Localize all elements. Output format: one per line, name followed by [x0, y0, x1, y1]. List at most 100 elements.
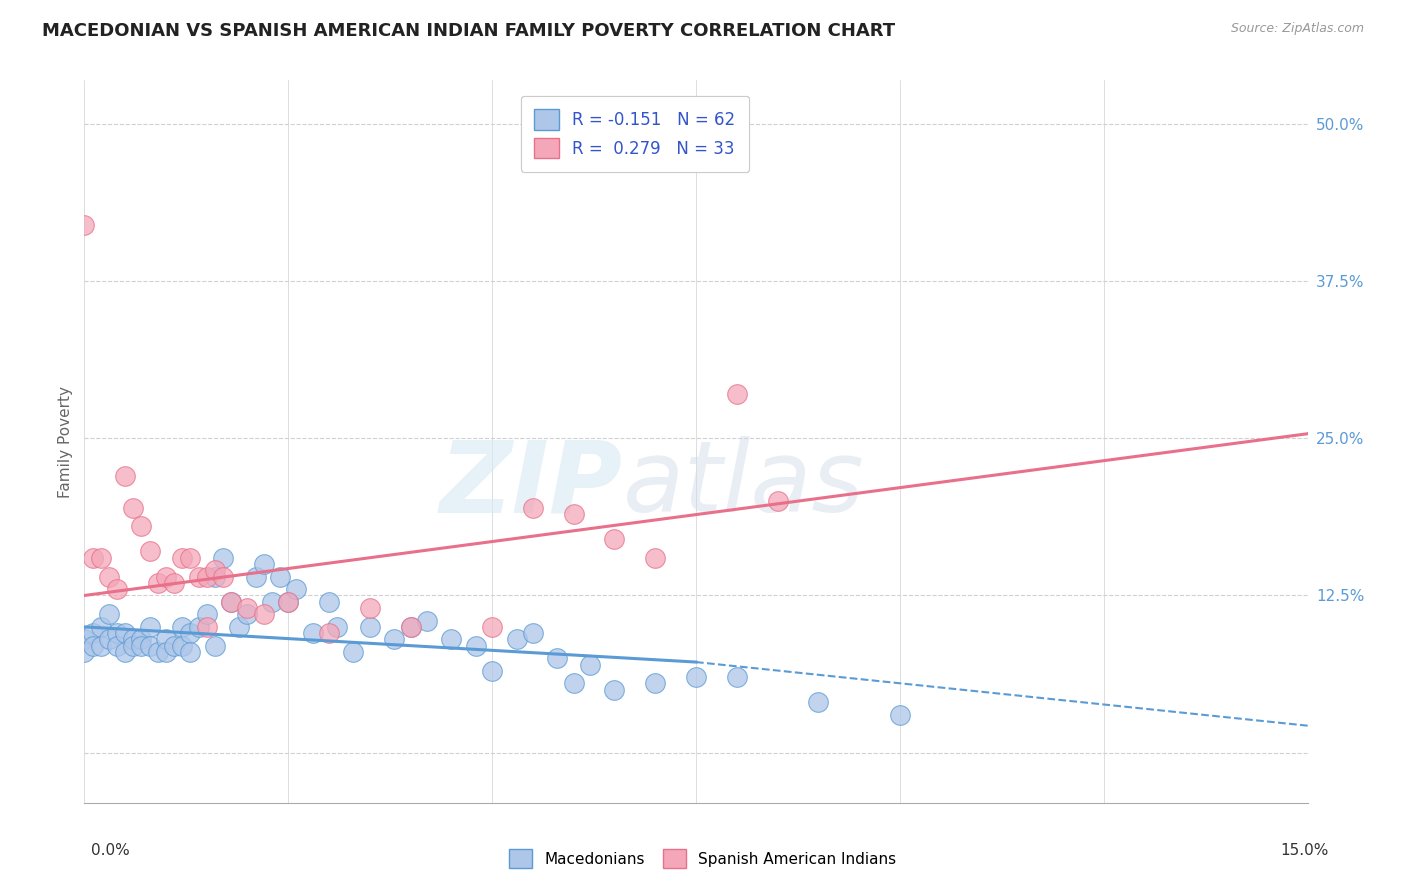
- Point: [73, 632, 96, 647]
- Point: [807, 695, 830, 709]
- Text: MACEDONIAN VS SPANISH AMERICAN INDIAN FAMILY POVERTY CORRELATION CHART: MACEDONIAN VS SPANISH AMERICAN INDIAN FA…: [42, 22, 896, 40]
- Y-axis label: Family Poverty: Family Poverty: [58, 385, 73, 498]
- Point: [138, 620, 160, 634]
- Point: [187, 620, 209, 634]
- Point: [90, 550, 112, 565]
- Point: [195, 569, 218, 583]
- Text: 15.0%: 15.0%: [1281, 843, 1329, 858]
- Point: [131, 519, 153, 533]
- Point: [138, 639, 160, 653]
- Text: ZIP: ZIP: [440, 436, 623, 533]
- Point: [204, 639, 226, 653]
- Point: [105, 582, 128, 597]
- Point: [522, 500, 544, 515]
- Point: [131, 632, 153, 647]
- Point: [318, 595, 340, 609]
- Point: [766, 494, 789, 508]
- Point: [269, 569, 291, 583]
- Point: [82, 550, 104, 565]
- Point: [146, 575, 169, 590]
- Point: [481, 620, 503, 634]
- Point: [97, 607, 120, 622]
- Point: [155, 645, 177, 659]
- Point: [579, 657, 602, 672]
- Point: [90, 620, 112, 634]
- Point: [505, 632, 527, 647]
- Point: [97, 569, 120, 583]
- Point: [179, 645, 201, 659]
- Point: [138, 544, 160, 558]
- Point: [219, 595, 242, 609]
- Point: [122, 500, 145, 515]
- Point: [644, 676, 666, 690]
- Point: [114, 645, 136, 659]
- Point: [172, 620, 194, 634]
- Point: [416, 614, 439, 628]
- Point: [277, 595, 299, 609]
- Point: [260, 595, 283, 609]
- Point: [359, 601, 381, 615]
- Point: [603, 682, 626, 697]
- Legend: Macedonians, Spanish American Indians: Macedonians, Spanish American Indians: [502, 841, 904, 875]
- Point: [179, 626, 201, 640]
- Point: [399, 620, 422, 634]
- Point: [725, 387, 748, 401]
- Point: [155, 569, 177, 583]
- Point: [318, 626, 340, 640]
- Point: [105, 639, 128, 653]
- Point: [172, 550, 194, 565]
- Point: [481, 664, 503, 678]
- Point: [301, 626, 323, 640]
- Point: [228, 620, 250, 634]
- Point: [285, 582, 308, 597]
- Point: [236, 607, 259, 622]
- Point: [889, 707, 911, 722]
- Text: atlas: atlas: [623, 436, 865, 533]
- Point: [685, 670, 707, 684]
- Point: [122, 639, 145, 653]
- Point: [187, 569, 209, 583]
- Point: [146, 645, 169, 659]
- Point: [195, 620, 218, 634]
- Legend: R = -0.151   N = 62, R =  0.279   N = 33: R = -0.151 N = 62, R = 0.279 N = 33: [520, 95, 749, 171]
- Point: [236, 601, 259, 615]
- Point: [204, 569, 226, 583]
- Point: [725, 670, 748, 684]
- Point: [277, 595, 299, 609]
- Point: [105, 626, 128, 640]
- Point: [155, 632, 177, 647]
- Point: [212, 569, 235, 583]
- Point: [219, 595, 242, 609]
- Point: [253, 607, 276, 622]
- Point: [562, 676, 585, 690]
- Point: [90, 639, 112, 653]
- Point: [82, 626, 104, 640]
- Point: [163, 639, 186, 653]
- Point: [464, 639, 486, 653]
- Point: [382, 632, 405, 647]
- Point: [562, 507, 585, 521]
- Point: [172, 639, 194, 653]
- Point: [114, 469, 136, 483]
- Point: [603, 532, 626, 546]
- Point: [245, 569, 267, 583]
- Text: Source: ZipAtlas.com: Source: ZipAtlas.com: [1230, 22, 1364, 36]
- Point: [212, 550, 235, 565]
- Point: [131, 639, 153, 653]
- Point: [163, 575, 186, 590]
- Point: [122, 632, 145, 647]
- Point: [179, 550, 201, 565]
- Point: [546, 651, 568, 665]
- Text: 0.0%: 0.0%: [91, 843, 131, 858]
- Point: [82, 639, 104, 653]
- Point: [114, 626, 136, 640]
- Point: [440, 632, 463, 647]
- Point: [73, 218, 96, 232]
- Point: [522, 626, 544, 640]
- Point: [97, 632, 120, 647]
- Point: [204, 563, 226, 577]
- Point: [253, 557, 276, 571]
- Point: [326, 620, 349, 634]
- Point: [195, 607, 218, 622]
- Point: [399, 620, 422, 634]
